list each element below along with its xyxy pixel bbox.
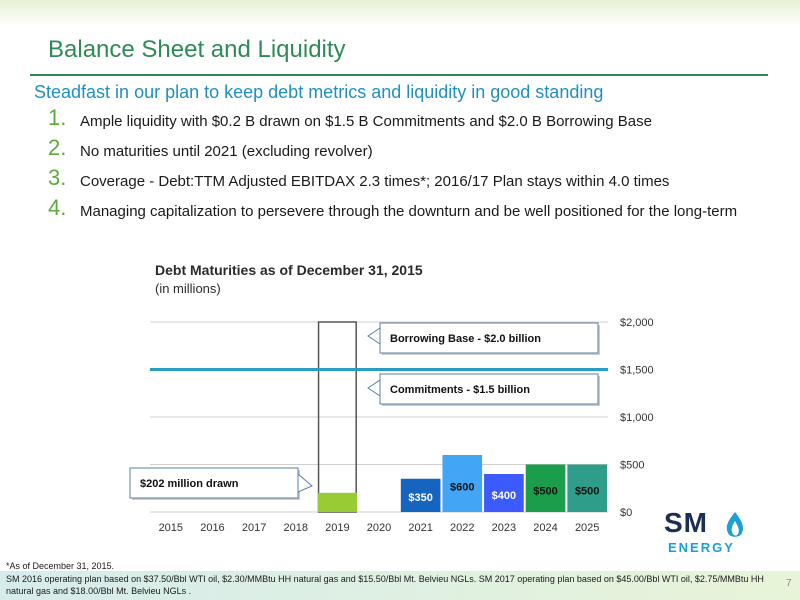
chart-subtitle: (in millions)	[155, 281, 221, 296]
x-tick-label: 2021	[408, 522, 432, 534]
commitments-callout-box	[379, 373, 599, 405]
bullet-text: Managing capitalization to persevere thr…	[80, 203, 738, 220]
chart-title: Debt Maturities as of December 31, 2015	[155, 262, 423, 278]
x-tick-label: 2016	[200, 522, 224, 534]
bullet-item: 2. No maturities until 2021 (excluding re…	[48, 137, 768, 161]
bar	[442, 455, 483, 512]
borrowing-base-callout-pointer	[367, 327, 381, 345]
y-tick-label: $1,000	[620, 412, 654, 424]
bar	[567, 464, 607, 512]
bullet-text: No maturities until 2021 (excluding revo…	[80, 143, 373, 160]
bar	[525, 464, 566, 512]
bar-data-label: $600	[450, 481, 474, 493]
bullet-number: 4.	[48, 195, 67, 220]
footnote-asterisk: *As of December 31, 2015.	[6, 561, 115, 571]
x-tick-label: 2018	[283, 522, 307, 534]
drawn-callout-box	[129, 467, 299, 499]
drawn-callout-pointer	[297, 472, 313, 493]
y-tick-label: $500	[620, 460, 644, 472]
commitments-callout-text: Commitments - $1.5 billion	[390, 384, 530, 396]
debt-maturities-chart: $0 $500 $1,000 $1,500 $2,000 2015 2016 2017 2018…	[129, 317, 654, 534]
bullet-text: Ample liquidity with $0.2 B drawn on $1.…	[80, 113, 652, 130]
sm-energy-logo: SM ENERGY	[664, 507, 754, 562]
slide-subtitle: Steadfast in our plan to keep debt metri…	[34, 82, 604, 102]
slide-title: Balance Sheet and Liquidity	[48, 36, 346, 63]
commitments-callout-pointer	[367, 379, 381, 397]
title-divider	[30, 74, 768, 76]
borrowing-base-callout-box	[379, 322, 599, 354]
footnote-text: SM 2016 operating plan based on $37.50/B…	[6, 574, 764, 596]
bar-data-label: $500	[575, 486, 599, 498]
bar-data-label: $500	[533, 486, 557, 498]
drawn-callout-text: $202 million drawn	[140, 478, 239, 490]
x-tick-label: 2020	[367, 522, 391, 534]
bullet-number: 2.	[48, 135, 67, 160]
bar-data-label: $350	[408, 492, 432, 504]
bullet-item: 3. Coverage - Debt:TTM Adjusted EBITDAX 2…	[48, 167, 768, 191]
logo-energy-text: ENERGY	[668, 540, 735, 555]
bullet-item: 4. Managing capitalization to persevere t…	[48, 197, 768, 221]
x-tick-label: 2022	[450, 522, 474, 534]
top-gradient-band	[0, 0, 800, 26]
y-tick-label: $2,000	[620, 317, 654, 329]
x-tick-label: 2017	[242, 522, 266, 534]
bullet-number: 1.	[48, 105, 67, 130]
bullet-list: 1. Ample liquidity with $0.2 B drawn on $…	[48, 107, 768, 232]
x-tick-label: 2025	[575, 522, 599, 534]
bar	[484, 474, 524, 512]
bullet-number: 3.	[48, 165, 67, 190]
y-tick-label: $0	[620, 507, 632, 519]
borrowing-base-callout-text: Borrowing Base - $2.0 billion	[390, 333, 541, 345]
footer-band	[0, 571, 800, 600]
bar	[317, 492, 358, 512]
bar-data-label: $400	[492, 490, 516, 502]
x-tick-label: 2019	[325, 522, 349, 534]
x-tick-label: 2023	[492, 522, 516, 534]
flame-icon	[726, 512, 744, 537]
bullet-item: 1. Ample liquidity with $0.2 B drawn on $…	[48, 107, 768, 131]
bar	[400, 478, 441, 512]
y-tick-label: $1,500	[620, 365, 654, 377]
x-tick-label: 2024	[533, 522, 557, 534]
page-number: 7	[786, 578, 792, 589]
x-tick-label: 2015	[159, 522, 183, 534]
bullet-text: Coverage - Debt:TTM Adjusted EBITDAX 2.3…	[80, 173, 670, 190]
logo-sm-text: SM	[664, 507, 708, 538]
